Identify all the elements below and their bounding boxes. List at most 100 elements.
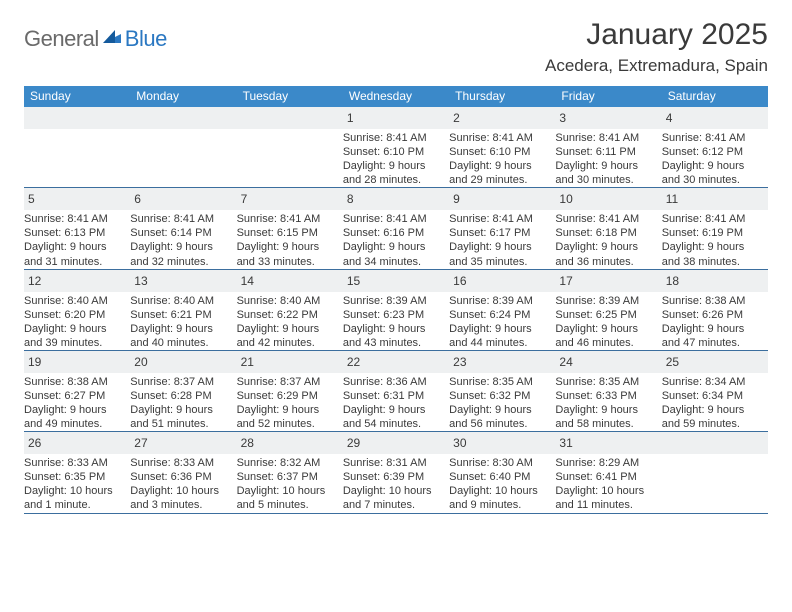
day-detail: Sunrise: 8:32 AMSunset: 6:37 PMDaylight:…: [237, 454, 343, 512]
day-detail-line: and 3 minutes.: [130, 498, 236, 512]
day-detail-line: Sunset: 6:39 PM: [343, 470, 449, 484]
day-number-row: 27: [130, 432, 236, 454]
day-number-row: 22: [343, 351, 449, 373]
day-detail: Sunrise: 8:39 AMSunset: 6:24 PMDaylight:…: [449, 292, 555, 350]
day-detail: Sunrise: 8:41 AMSunset: 6:13 PMDaylight:…: [24, 210, 130, 268]
day-detail: Sunrise: 8:41 AMSunset: 6:16 PMDaylight:…: [343, 210, 449, 268]
day-detail-line: Daylight: 10 hours: [130, 484, 236, 498]
logo-mark-icon: [103, 28, 123, 51]
day-detail-line: Daylight: 9 hours: [449, 403, 555, 417]
day-detail-line: Sunset: 6:19 PM: [662, 226, 768, 240]
calendar-cell: 18Sunrise: 8:38 AMSunset: 6:26 PMDayligh…: [662, 270, 768, 350]
day-detail-line: Sunrise: 8:41 AM: [662, 212, 768, 226]
day-detail-line: Daylight: 9 hours: [555, 159, 661, 173]
day-number: 8: [347, 192, 354, 206]
day-detail-line: and 40 minutes.: [130, 336, 236, 350]
day-detail: Sunrise: 8:35 AMSunset: 6:33 PMDaylight:…: [555, 373, 661, 431]
day-number-row: 11: [662, 188, 768, 210]
day-detail-line: Daylight: 9 hours: [343, 240, 449, 254]
day-detail: Sunrise: 8:41 AMSunset: 6:19 PMDaylight:…: [662, 210, 768, 268]
day-detail-line: and 56 minutes.: [449, 417, 555, 431]
day-detail-line: Sunrise: 8:39 AM: [449, 294, 555, 308]
day-detail-line: and 30 minutes.: [555, 173, 661, 187]
calendar-cell: 26Sunrise: 8:33 AMSunset: 6:35 PMDayligh…: [24, 432, 130, 512]
calendar-cell: 4Sunrise: 8:41 AMSunset: 6:12 PMDaylight…: [662, 107, 768, 187]
calendar-cell: [24, 107, 130, 187]
day-detail-line: Sunrise: 8:41 AM: [449, 212, 555, 226]
day-number: 14: [241, 274, 254, 288]
day-number: 19: [28, 355, 41, 369]
day-detail-line: Sunrise: 8:40 AM: [237, 294, 343, 308]
calendar-cell: 15Sunrise: 8:39 AMSunset: 6:23 PMDayligh…: [343, 270, 449, 350]
day-detail: [662, 454, 768, 456]
day-detail-line: Sunrise: 8:40 AM: [24, 294, 130, 308]
day-detail-line: Sunrise: 8:34 AM: [662, 375, 768, 389]
day-detail-line: Daylight: 9 hours: [662, 240, 768, 254]
day-number-row: 17: [555, 270, 661, 292]
day-number-row: 16: [449, 270, 555, 292]
calendar-cell: 16 Sunrise: 8:39 AMSunset: 6:24 PMDayligh…: [449, 270, 555, 350]
day-header: Thursday: [449, 86, 555, 107]
day-number: 30: [453, 436, 466, 450]
day-number: 25: [666, 355, 679, 369]
day-number-row: 25: [662, 351, 768, 373]
calendar-cell: 30Sunrise: 8:30 AMSunset: 6:40 PMDayligh…: [449, 432, 555, 512]
calendar-cell: 5Sunrise: 8:41 AMSunset: 6:13 PMDaylight…: [24, 188, 130, 268]
day-detail: [24, 129, 130, 131]
day-detail-line: Sunset: 6:22 PM: [237, 308, 343, 322]
day-number-row: 2: [449, 107, 555, 129]
day-detail-line: Sunset: 6:31 PM: [343, 389, 449, 403]
day-number-row: 20: [130, 351, 236, 373]
day-number: [134, 111, 137, 125]
day-number-row: 9: [449, 188, 555, 210]
day-detail-line: Sunrise: 8:38 AM: [662, 294, 768, 308]
day-number: 6: [134, 192, 141, 206]
day-detail: Sunrise: 8:39 AMSunset: 6:23 PMDaylight:…: [343, 292, 449, 350]
calendar-cell: 2Sunrise: 8:41 AMSunset: 6:10 PMDaylight…: [449, 107, 555, 187]
day-detail: Sunrise: 8:41 AMSunset: 6:10 PMDaylight:…: [343, 129, 449, 187]
day-detail-line: Sunrise: 8:41 AM: [555, 212, 661, 226]
day-detail: Sunrise: 8:41 AMSunset: 6:17 PMDaylight:…: [449, 210, 555, 268]
day-detail: Sunrise: 8:37 AMSunset: 6:29 PMDaylight:…: [237, 373, 343, 431]
day-detail-line: and 29 minutes.: [449, 173, 555, 187]
day-number: 22: [347, 355, 360, 369]
day-number: 7: [241, 192, 248, 206]
day-detail-line: and 30 minutes.: [662, 173, 768, 187]
day-detail-line: Sunset: 6:40 PM: [449, 470, 555, 484]
day-detail-line: Daylight: 9 hours: [449, 159, 555, 173]
calendar-cell: 24Sunrise: 8:35 AMSunset: 6:33 PMDayligh…: [555, 351, 661, 431]
day-detail-line: Sunrise: 8:31 AM: [343, 456, 449, 470]
day-detail-line: Sunset: 6:27 PM: [24, 389, 130, 403]
day-detail-line: Sunrise: 8:36 AM: [343, 375, 449, 389]
day-detail: Sunrise: 8:41 AMSunset: 6:11 PMDaylight:…: [555, 129, 661, 187]
day-number: 16: [453, 274, 466, 288]
day-detail: Sunrise: 8:29 AMSunset: 6:41 PMDaylight:…: [555, 454, 661, 512]
day-number-row: 24: [555, 351, 661, 373]
calendar-cell: 14 Sunrise: 8:40 AMSunset: 6:22 PMDayligh…: [237, 270, 343, 350]
calendar-cell: 1Sunrise: 8:41 AMSunset: 6:10 PMDaylight…: [343, 107, 449, 187]
day-detail: Sunrise: 8:40 AMSunset: 6:21 PMDaylight:…: [130, 292, 236, 350]
day-number: 26: [28, 436, 41, 450]
day-number-row: 13: [130, 270, 236, 292]
day-number: 29: [347, 436, 360, 450]
day-detail-line: Sunrise: 8:32 AM: [237, 456, 343, 470]
day-detail-line: Daylight: 9 hours: [24, 240, 130, 254]
day-number-row: 1: [343, 107, 449, 129]
day-detail-line: Sunset: 6:29 PM: [237, 389, 343, 403]
calendar-cell: [662, 432, 768, 512]
day-detail-line: and 54 minutes.: [343, 417, 449, 431]
day-detail-line: Sunset: 6:24 PM: [449, 308, 555, 322]
day-number-row: 30: [449, 432, 555, 454]
day-detail-line: Daylight: 9 hours: [662, 403, 768, 417]
day-detail: [237, 129, 343, 131]
calendar-cell: 28Sunrise: 8:32 AMSunset: 6:37 PMDayligh…: [237, 432, 343, 512]
calendar-cell: [237, 107, 343, 187]
day-detail-line: and 32 minutes.: [130, 255, 236, 269]
calendar-cell: 10Sunrise: 8:41 AMSunset: 6:18 PMDayligh…: [555, 188, 661, 268]
day-number: 11: [666, 192, 678, 206]
day-detail-line: Sunrise: 8:29 AM: [555, 456, 661, 470]
day-number-row: [24, 107, 130, 129]
page-title: January 2025: [545, 18, 768, 52]
calendar-cell: 25Sunrise: 8:34 AMSunset: 6:34 PMDayligh…: [662, 351, 768, 431]
day-detail-line: Daylight: 9 hours: [237, 322, 343, 336]
